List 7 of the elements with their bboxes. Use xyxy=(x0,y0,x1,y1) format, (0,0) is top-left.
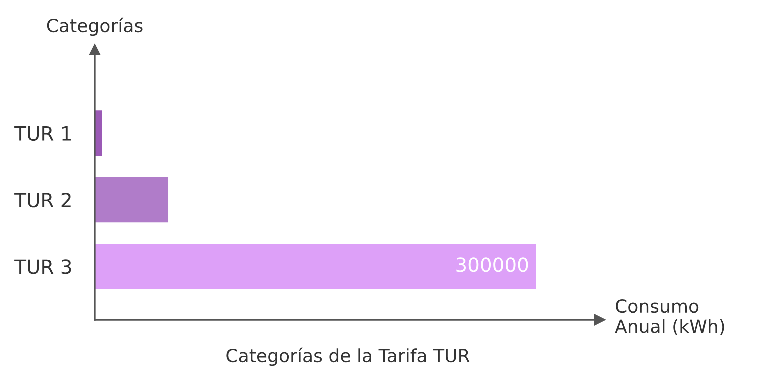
y-axis-title: Categorías xyxy=(47,18,143,36)
data-label: 300000 xyxy=(456,258,528,272)
y-tick-label: TUR 1 xyxy=(14,126,71,141)
text: Categorías de la Tarifa TUR xyxy=(226,348,470,366)
x-axis-title: Consumo Anual (kWh) xyxy=(615,299,724,336)
y-tick-label: TUR 3 xyxy=(14,260,72,274)
y-tick-label: TUR 2 xyxy=(14,192,71,208)
